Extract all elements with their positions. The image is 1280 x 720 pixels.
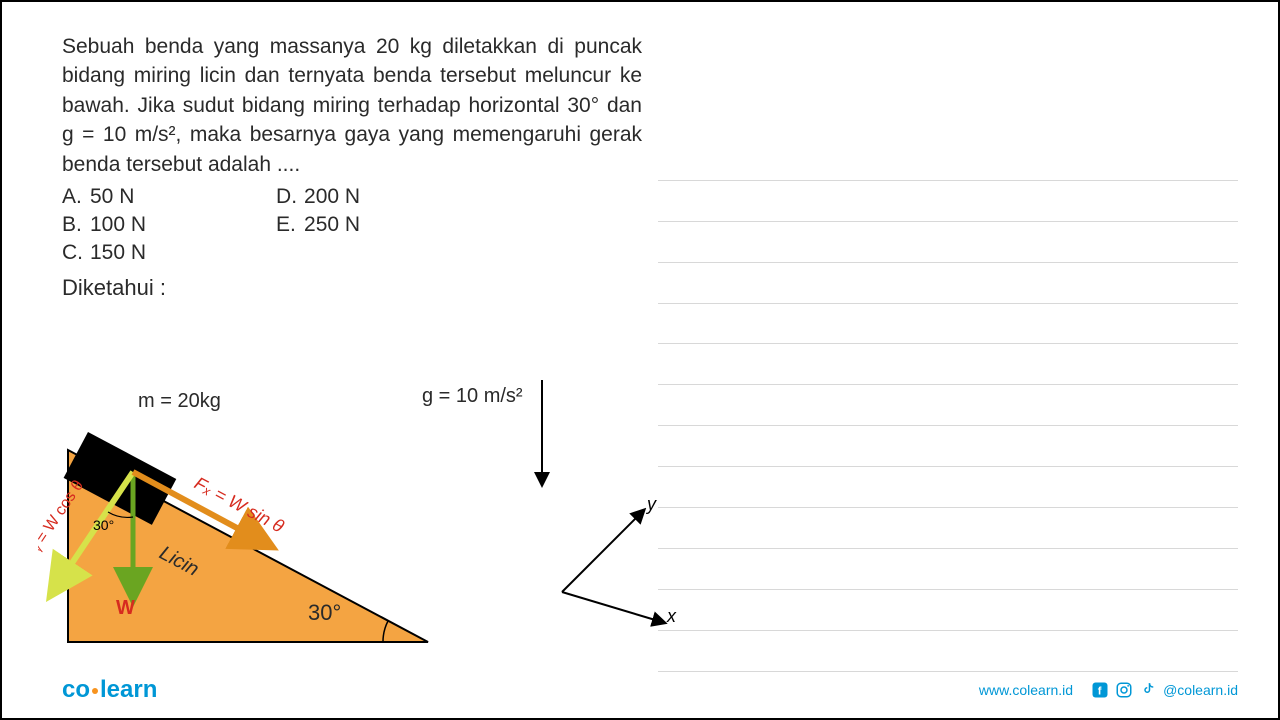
instagram-icon (1115, 681, 1133, 699)
note-line (658, 385, 1238, 426)
note-line (658, 222, 1238, 263)
note-line (658, 181, 1238, 222)
footer-right: www.colearn.id f @colearn.id (979, 681, 1238, 699)
answers-col-left: A.50 N B.100 N C.150 N (62, 185, 146, 269)
note-line (658, 426, 1238, 467)
answer-e: E.250 N (276, 213, 360, 237)
question-text: Sebuah benda yang massanya 20 kg diletak… (62, 32, 642, 179)
answer-c: C.150 N (62, 241, 146, 265)
g-label: g = 10 m/s² (422, 385, 523, 407)
answer-a: A.50 N (62, 185, 146, 209)
logo: colearn (62, 676, 157, 704)
logo-dot-icon (92, 688, 98, 694)
note-line (658, 590, 1238, 631)
note-line (658, 304, 1238, 345)
answers: A.50 N B.100 N C.150 N D.200 N E.250 N (62, 185, 642, 269)
gravity-arrow: g = 10 m/s² (422, 372, 562, 507)
tiktok-icon (1139, 681, 1157, 699)
w-label: W (116, 597, 135, 619)
svg-text:f: f (1098, 686, 1102, 698)
angle-bottom: 30° (308, 600, 341, 625)
note-line (658, 140, 1238, 181)
note-line (658, 263, 1238, 304)
footer: colearn www.colearn.id f @colearn.id (62, 676, 1238, 704)
angle-block: 30° (93, 517, 114, 533)
answers-col-right: D.200 N E.250 N (276, 185, 360, 269)
note-line (658, 344, 1238, 385)
footer-url: www.colearn.id (979, 682, 1073, 698)
footer-handle: @colearn.id (1163, 682, 1238, 698)
diketahui-label: Diketahui : (62, 275, 642, 301)
note-line (658, 631, 1238, 672)
axis-y: y (645, 494, 657, 514)
incline-diagram: 30° Licin m = 20kg W Fᵧ = W cos θ Fₓ = W… (38, 382, 458, 662)
answer-d: D.200 N (276, 185, 360, 209)
note-line (658, 508, 1238, 549)
note-line (658, 549, 1238, 590)
facebook-icon: f (1091, 681, 1109, 699)
social-icons: f @colearn.id (1091, 681, 1238, 699)
note-line (658, 467, 1238, 508)
content-area: Sebuah benda yang massanya 20 kg diletak… (62, 32, 642, 301)
notes-lines (658, 140, 1238, 672)
answer-b: B.100 N (62, 213, 146, 237)
mass-label: m = 20kg (138, 390, 221, 412)
